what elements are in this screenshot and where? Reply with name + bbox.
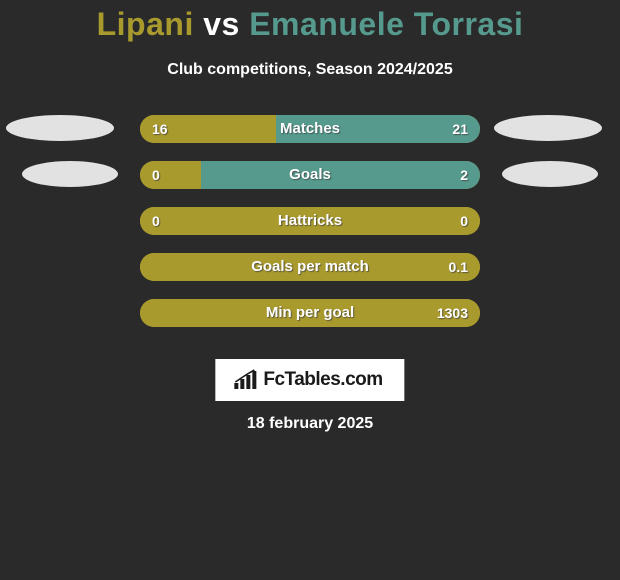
subtitle: Club competitions, Season 2024/2025	[0, 61, 620, 79]
decorative-ellipse	[22, 161, 118, 187]
stat-bar-right-value: 1303	[437, 299, 468, 327]
title-right-player: Emanuele Torrasi	[249, 6, 523, 42]
decorative-ellipse	[6, 115, 114, 141]
stat-bar-left-value: 0	[152, 207, 160, 235]
stat-bar-row: Goals0 2	[140, 161, 480, 189]
stat-bar-label: Goals	[140, 161, 480, 189]
decorative-ellipse	[502, 161, 598, 187]
stat-bar-label: Hattricks	[140, 207, 480, 235]
stat-bar-row: Goals per match0.1	[140, 253, 480, 281]
chart-bars-icon	[233, 369, 257, 391]
date-text: 18 february 2025	[0, 415, 620, 433]
stat-bars-container: Matches1621Goals02Hattricks00Goals per m…	[140, 115, 480, 345]
stat-bar-right-value: 0.1	[449, 253, 468, 281]
stat-bar-right-value: 0	[460, 207, 468, 235]
page-title: Lipani vs Emanuele Torrasi	[0, 0, 620, 43]
stat-bar-label: Goals per match	[140, 253, 480, 281]
stats-stage: Matches1621Goals02Hattricks00Goals per m…	[0, 115, 620, 345]
stat-bar-row: Min per goal1303	[140, 299, 480, 327]
stat-bar-label: Min per goal	[140, 299, 480, 327]
stat-bar-label: Matches	[140, 115, 480, 143]
stat-bar-right-value: 2	[460, 161, 468, 189]
decorative-ellipse	[494, 115, 602, 141]
stat-bar-row: Matches16 21	[140, 115, 480, 143]
stat-bar-right-value: 21	[452, 115, 468, 143]
stat-bar-left-value: 0	[152, 161, 160, 189]
title-vs: vs	[203, 6, 249, 42]
stat-bar-left-value: 16	[152, 115, 168, 143]
comparison-infographic: Lipani vs Emanuele Torrasi Club competit…	[0, 0, 620, 580]
title-left-player: Lipani	[97, 6, 194, 42]
branding-text: FcTables.com	[263, 369, 382, 391]
branding-badge: FcTables.com	[215, 359, 404, 401]
stat-bar-row: Hattricks0 0	[140, 207, 480, 235]
